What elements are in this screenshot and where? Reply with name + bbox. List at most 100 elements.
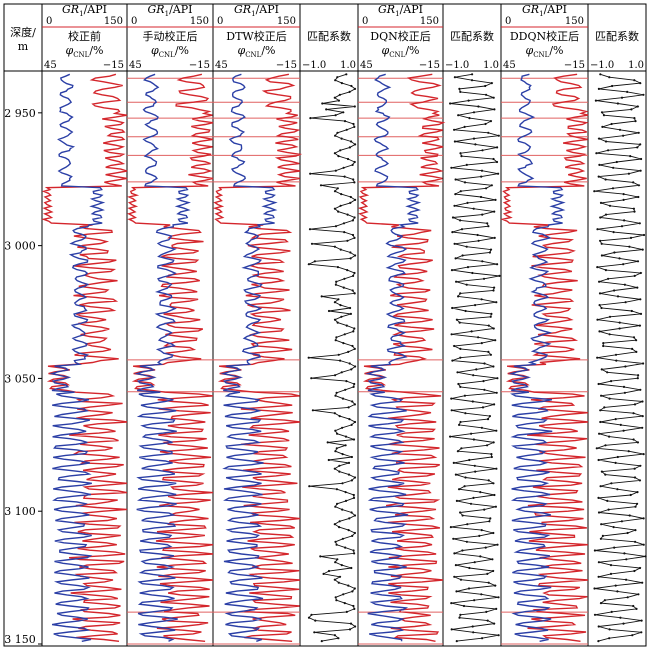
match-coefficient-point — [347, 350, 350, 353]
match-coefficient-point — [494, 339, 497, 342]
match-coefficient-point — [639, 312, 643, 315]
match-coefficient-point — [449, 102, 452, 105]
match-coefficient-point — [339, 304, 342, 307]
match-coefficient-point — [459, 219, 462, 222]
cnl-max-tick: −15 — [103, 60, 124, 71]
match-coefficient-point — [337, 581, 340, 584]
match-coefficient-point — [340, 82, 343, 85]
match-coefficient-point — [625, 578, 628, 581]
match-coefficient-point — [633, 569, 636, 573]
match-coefficient-point — [636, 105, 639, 108]
match-coefficient-point — [616, 488, 619, 491]
match-coefficient-point — [639, 82, 642, 85]
match-coefficient-point — [493, 108, 496, 111]
match-coefficient-point — [634, 529, 637, 532]
match-coefficient-point — [471, 73, 474, 76]
match-coefficient-point — [349, 622, 353, 625]
match-coefficient-point — [495, 391, 498, 394]
match-coefficient-point — [464, 309, 467, 313]
match-coefficient-point — [600, 254, 604, 257]
match-coefficient-point — [351, 163, 354, 166]
match-coefficient-point — [455, 280, 458, 283]
match-coefficient-point — [630, 309, 633, 313]
match-coefficient-point — [597, 496, 600, 499]
match-coefficient-point — [633, 403, 637, 406]
gr-max-tick: 150 — [420, 16, 439, 27]
match-coefficient-point — [606, 371, 609, 374]
match-coefficient-point — [636, 441, 640, 444]
match-coefficient-point — [486, 619, 489, 622]
gr-axis-label: GR1/API — [62, 3, 107, 18]
match-coefficient-point — [463, 181, 467, 184]
match-coefficient-point — [597, 175, 600, 178]
match-coefficient-point — [636, 491, 639, 494]
match-coefficient-point — [484, 84, 487, 88]
match-coefficient-point — [623, 219, 626, 222]
match-min-tick: −1.0 — [590, 60, 614, 71]
match-coefficient-point — [344, 546, 347, 549]
match-coefficient-point — [614, 461, 617, 464]
match-coefficient-point — [472, 438, 475, 441]
match-coefficient-point — [350, 511, 353, 514]
labels-layer: 深度/m 2 950 3 000 3 050 3 100 3 150 GR1/API 0 150… — [4, 3, 644, 646]
match-coefficient-point — [310, 242, 314, 245]
match-coefficient-point — [620, 225, 624, 228]
match-coefficient-point — [335, 488, 338, 491]
match-coefficient-point — [458, 616, 461, 619]
match-coefficient-point — [342, 593, 345, 596]
match-coefficient-point — [482, 277, 486, 280]
match-coefficient-point — [494, 505, 497, 508]
match-coefficient-point — [639, 271, 642, 275]
match-coefficient-point — [498, 274, 501, 277]
match-coefficient-point — [449, 435, 452, 438]
match-coefficient-point — [632, 412, 635, 415]
match-coefficient-point — [459, 152, 462, 155]
match-coefficient-point — [641, 248, 644, 251]
match-coefficient-point — [485, 610, 488, 614]
cnl-curve — [134, 73, 191, 642]
match-coefficient-point — [633, 117, 636, 120]
match-coefficient-point — [638, 566, 642, 570]
match-coefficient-point — [459, 578, 463, 581]
match-coefficient-point — [608, 333, 611, 336]
match-coefficient-point — [642, 93, 645, 96]
gr-max-tick: 150 — [104, 16, 123, 27]
match-coefficient-point — [599, 409, 602, 412]
match-coefficient-point — [493, 622, 496, 625]
match-coefficient-point — [354, 143, 357, 146]
match-coefficient-point — [472, 631, 475, 634]
match-coefficient-point — [598, 292, 602, 295]
match-coefficient-point — [616, 295, 620, 298]
match-coefficient-point — [490, 453, 493, 456]
match-coefficient-point — [335, 447, 338, 450]
match-coefficient-point — [602, 344, 605, 348]
match-coefficient-point — [353, 587, 356, 590]
match-coefficient-point — [626, 90, 629, 93]
match-coefficient-point — [343, 277, 346, 280]
match-coefficient-curve — [450, 73, 500, 642]
match-coefficient-point — [607, 508, 610, 511]
track-title: DQN校正后 — [370, 29, 430, 43]
match-coefficient-point — [470, 432, 473, 435]
match-coefficient-point — [320, 295, 323, 298]
match-coefficient-point — [465, 163, 468, 166]
match-coefficient-point — [353, 552, 356, 555]
match-coefficient-point — [450, 333, 453, 336]
match-coefficient-point — [345, 73, 348, 76]
match-coefficient-point — [313, 631, 316, 634]
match-coefficient-point — [595, 152, 598, 155]
match-coefficient-point — [338, 415, 341, 418]
match-coefficient-point — [492, 531, 495, 535]
match-coefficient-point — [610, 610, 613, 614]
match-coefficient-point — [599, 73, 602, 76]
match-coefficient-point — [337, 637, 340, 640]
match-coefficient-point — [470, 79, 474, 82]
match-coefficient-point — [464, 476, 467, 479]
match-coefficient-point — [454, 473, 457, 476]
match-coefficient-point — [618, 257, 621, 260]
match-max-tick: 1.0 — [628, 60, 644, 71]
match-coefficient-point — [334, 79, 337, 82]
match-coefficient-point — [335, 336, 338, 339]
match-coefficient-point — [612, 231, 615, 234]
match-coefficient-point — [642, 517, 645, 520]
